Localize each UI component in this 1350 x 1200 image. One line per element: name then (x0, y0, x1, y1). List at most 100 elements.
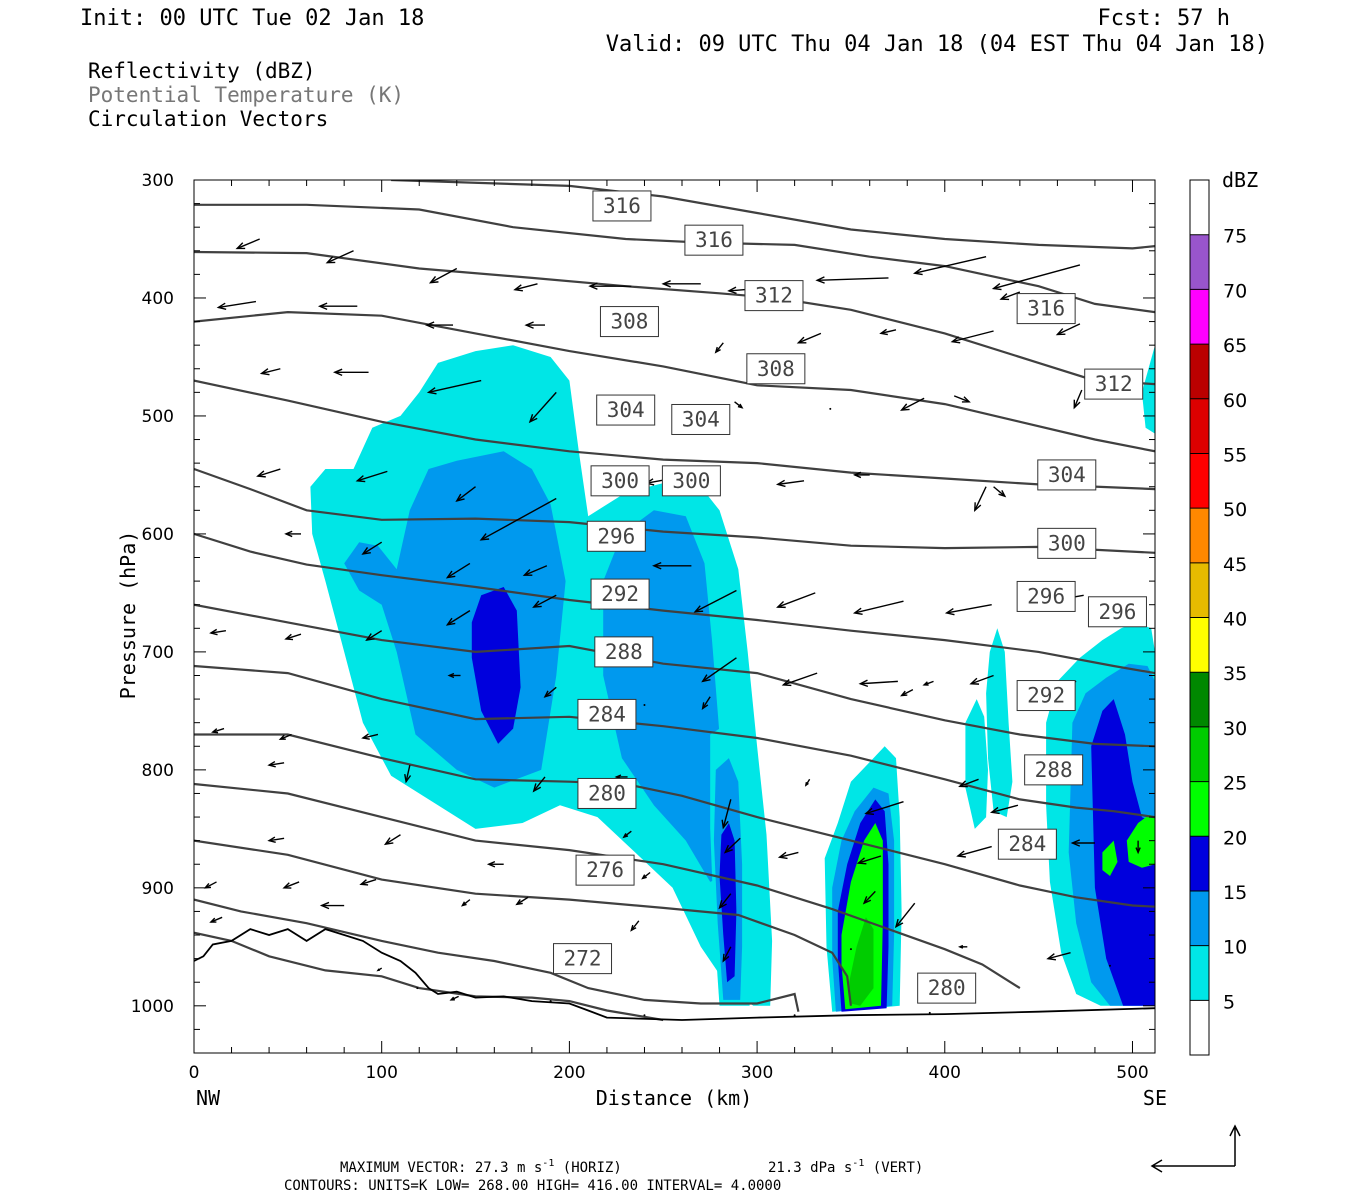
contour-label-296: 296 (1027, 584, 1065, 608)
contour-label-300: 300 (601, 469, 639, 493)
x-axis-end-right: SE (1143, 1086, 1167, 1110)
colorbar-bin (1190, 672, 1209, 727)
circulation-vector (282, 881, 300, 889)
circulation-vector (928, 1011, 931, 1014)
circulation-vector (524, 321, 545, 329)
circulation-vector (235, 238, 260, 250)
circulation-vector (701, 696, 711, 711)
reference-vector-icon (1150, 1124, 1241, 1173)
contour-label-box (577, 698, 637, 730)
x-tick-label: 500 (1116, 1063, 1148, 1083)
circulation-vector (284, 633, 302, 641)
contour-label-304: 304 (607, 398, 645, 422)
contour-label-box (744, 280, 804, 312)
contour-label-box (1037, 527, 1097, 559)
circulation-vector (216, 300, 257, 311)
circulation-vector (969, 674, 994, 685)
x-tick-label: 100 (365, 1063, 397, 1083)
circulation-vector (723, 837, 741, 854)
circulation-vector (365, 630, 383, 642)
circulation-vector (486, 860, 504, 868)
theta-contour-284 (194, 733, 1155, 908)
y-tick-label: 300 (142, 171, 174, 191)
circulation-vector (479, 497, 557, 541)
circulation-vector (359, 878, 377, 886)
reflectivity-cell-20dbz (1126, 814, 1155, 868)
circulation-vector (416, 987, 419, 990)
circulation-vector (856, 855, 882, 865)
reflectivity-cell-5dbz (965, 699, 988, 829)
theta-contour-276 (194, 898, 800, 1012)
circulation-vector (701, 657, 737, 683)
contour-label-288: 288 (605, 640, 643, 664)
y-tick-label: 500 (142, 407, 174, 427)
circulation-vector (1055, 323, 1081, 336)
colorbar-bin (1190, 781, 1209, 837)
field-circulation-vectors: Circulation Vectors (88, 107, 328, 131)
y-tick-label: 900 (142, 879, 174, 899)
contour-label-box (1084, 368, 1144, 400)
circulation-vector (361, 733, 379, 740)
contour-label-308: 308 (610, 310, 648, 334)
circulation-vector (460, 899, 471, 907)
contour-label-box (1016, 580, 1076, 612)
theta-contour-288 (194, 664, 1155, 819)
theta-contour-312 (194, 250, 1155, 386)
circulation-vector (203, 881, 217, 889)
circulation-vector (953, 395, 971, 403)
circulation-vector (829, 407, 832, 410)
colorbar-bin (1190, 726, 1209, 782)
theta-contour-292 (194, 603, 1155, 748)
contour-label-box (594, 636, 654, 668)
contour-label-304: 304 (682, 407, 720, 431)
y-tick-label: 700 (142, 643, 174, 663)
circulation-vector (900, 397, 925, 411)
contour-info-caption: CONTOURS: UNITS=K LOW= 268.00 HIGH= 416.… (284, 1178, 781, 1194)
contour-label-316: 316 (1027, 297, 1065, 321)
colorbar-tick-label: 10 (1223, 937, 1247, 959)
reflectivity-cell-15dbz (1091, 699, 1155, 1006)
colorbar-bin (1190, 180, 1209, 235)
reflectivity-cell-15dbz (471, 587, 521, 744)
contour-label-box (1037, 459, 1097, 491)
plot-frame (193, 179, 1156, 1054)
contour-label-312: 312 (755, 284, 793, 308)
circulation-vector (404, 764, 412, 784)
valid-time: Valid: 09 UTC Thu 04 Jan 18 (04 EST Thu … (606, 32, 1268, 57)
circulation-vector (259, 368, 281, 376)
contour-label-box (684, 224, 744, 256)
circulation-vector (950, 330, 994, 344)
circulation-vector (1046, 952, 1071, 961)
colorbar-bin (1190, 1000, 1209, 1055)
theta-contour-296 (194, 532, 1155, 675)
contour-label-272: 272 (564, 947, 602, 971)
x-tick-label: 0 (189, 1063, 200, 1083)
circulation-vector (1135, 840, 1141, 855)
contour-label-box (997, 828, 1057, 860)
circulation-vector (991, 264, 1081, 291)
circulation-vector (912, 256, 987, 276)
contour-label-312: 312 (1095, 372, 1133, 396)
contour-label-280: 280 (928, 976, 966, 1000)
contour-label-316: 316 (695, 228, 733, 252)
circulation-vector (284, 530, 301, 538)
circulation-vector (522, 565, 548, 576)
contour-label-box (575, 854, 635, 886)
circulation-vector (361, 541, 383, 555)
circulation-vector (693, 589, 737, 613)
circulation-vector (211, 727, 225, 734)
y-tick-label: 800 (142, 761, 174, 781)
circulation-vector (455, 486, 476, 502)
circulation-vector (993, 486, 1007, 498)
circulation-vector (775, 479, 805, 488)
y-tick-label: 600 (142, 525, 174, 545)
circulation-vector (781, 672, 818, 687)
y-tick-label: 400 (142, 289, 174, 309)
colorbar: 5 10 15 20 25 30 35 40 45 50 55 60 65 70 75 (1189, 179, 1247, 1056)
contour-label-308: 308 (757, 357, 795, 381)
contour-label-284: 284 (588, 702, 626, 726)
contour-label-316: 316 (603, 194, 641, 218)
circulation-vector (267, 760, 285, 768)
theta-contour-308 (194, 310, 1155, 453)
circulation-vector (804, 778, 811, 787)
